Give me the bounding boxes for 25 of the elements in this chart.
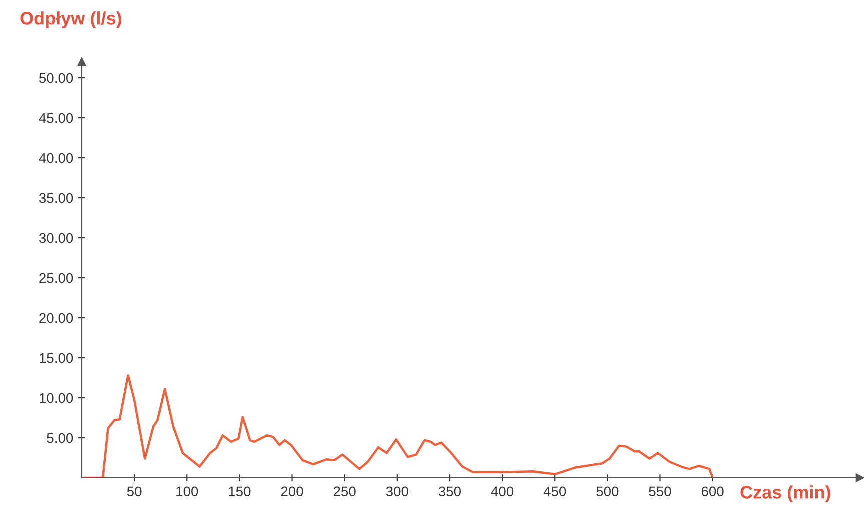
y-axis-title: Odpływ (l/s) [20, 12, 122, 28]
y-tick-label: 15.00 [40, 353, 74, 364]
x-tick-label: 350 [438, 486, 462, 497]
x-tick-label: 450 [544, 486, 566, 497]
y-tick-label: 25.00 [40, 273, 74, 284]
x-tick-label: 600 [702, 486, 724, 497]
y-tick-label: 30.00 [39, 233, 74, 244]
x-tick-label: 300 [386, 486, 408, 497]
x-tick-label: 50 [127, 486, 142, 497]
x-tick-label: 500 [596, 486, 619, 497]
x-tick-label: 100 [176, 486, 198, 497]
x-tick-label: 550 [649, 486, 672, 497]
y-tick-label: 40.00 [39, 153, 74, 164]
x-tick-label: 200 [281, 486, 304, 497]
x-tick-label: 400 [491, 486, 514, 497]
line-series [82, 374, 714, 478]
y-tick-label: 20.00 [40, 313, 74, 324]
x-tick-label: 250 [334, 486, 356, 497]
x-tick-label: 150 [229, 486, 251, 497]
y-tick-label: 10.00 [40, 393, 74, 404]
y-tick-label: 35.00 [39, 193, 74, 204]
x-axis-title: Czas (min) [740, 486, 830, 502]
y-tick-label: 45.00 [39, 113, 74, 124]
y-tick-label: 5.00 [47, 433, 74, 444]
y-tick-label: 50.00 [39, 73, 74, 84]
